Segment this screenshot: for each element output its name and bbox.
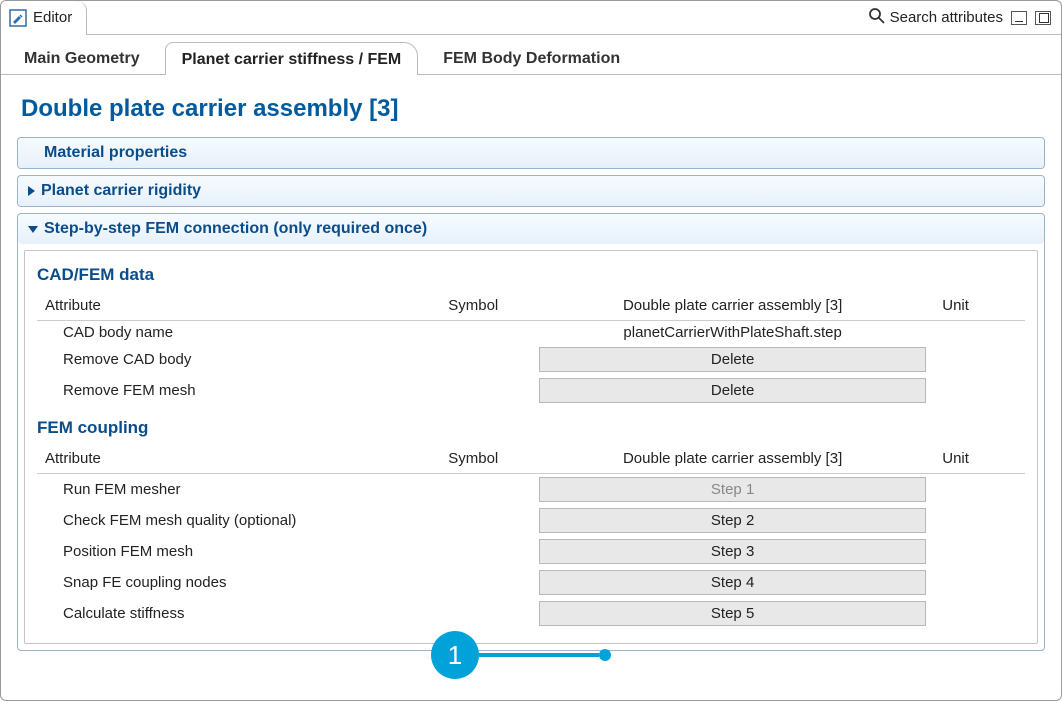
search-placeholder: Search attributes	[890, 9, 1003, 26]
callout-number: 1	[448, 640, 462, 671]
attr-label: Run FEM mesher	[37, 474, 440, 506]
panel-header-material[interactable]: Material properties	[18, 138, 1044, 168]
unit-cell	[934, 505, 1025, 536]
symbol-cell	[440, 321, 531, 345]
unit-cell	[934, 567, 1025, 598]
symbol-cell	[440, 344, 531, 375]
symbol-cell	[440, 375, 531, 406]
table-header-row: Attribute Symbol Double plate carrier as…	[37, 291, 1025, 321]
value-text: planetCarrierWithPlateShaft.step	[531, 321, 934, 345]
editor-window: Editor Search attributes Main Geometry P…	[0, 0, 1062, 701]
unit-cell	[934, 474, 1025, 506]
unit-cell	[934, 375, 1025, 406]
symbol-cell	[440, 567, 531, 598]
col-value: Double plate carrier assembly [3]	[531, 291, 934, 321]
attr-label: Remove FEM mesh	[37, 375, 440, 406]
col-attribute: Attribute	[37, 444, 440, 474]
titlebar-right: Search attributes	[868, 7, 1061, 29]
step1-button[interactable]: Step 1	[539, 477, 926, 502]
step2-button[interactable]: Step 2	[539, 508, 926, 533]
window-title: Editor	[33, 9, 72, 26]
tab-fem-body-deformation[interactable]: FEM Body Deformation	[426, 41, 637, 74]
tab-label: Planet carrier stiffness / FEM	[182, 51, 402, 68]
attr-label: Calculate stiffness	[37, 598, 440, 629]
callout-dot	[599, 649, 611, 661]
unit-cell	[934, 536, 1025, 567]
attr-label: Check FEM mesh quality (optional)	[37, 505, 440, 536]
step4-button[interactable]: Step 4	[539, 570, 926, 595]
tabs-row: Main Geometry Planet carrier stiffness /…	[1, 35, 1061, 75]
delete-cad-button[interactable]: Delete	[539, 347, 926, 372]
symbol-cell	[440, 536, 531, 567]
tab-main-geometry[interactable]: Main Geometry	[7, 41, 157, 74]
delete-fem-mesh-button[interactable]: Delete	[539, 378, 926, 403]
tab-label: Main Geometry	[24, 50, 140, 67]
content-area: Double plate carrier assembly [3] Materi…	[1, 75, 1061, 671]
panel-header-fem-connection[interactable]: Step-by-step FEM connection (only requir…	[18, 214, 1044, 244]
unit-cell	[934, 598, 1025, 629]
table-row: Check FEM mesh quality (optional) Step 2	[37, 505, 1025, 536]
table-header-row: Attribute Symbol Double plate carrier as…	[37, 444, 1025, 474]
table-cad-fem: Attribute Symbol Double plate carrier as…	[37, 291, 1025, 406]
panel-title: Material properties	[44, 144, 187, 162]
table-row: Snap FE coupling nodes Step 4	[37, 567, 1025, 598]
callout-badge: 1	[431, 631, 479, 679]
callout-line	[479, 653, 599, 657]
table-row: Calculate stiffness Step 5	[37, 598, 1025, 629]
attr-label: Remove CAD body	[37, 344, 440, 375]
titlebar: Editor Search attributes	[1, 1, 1061, 35]
step5-button[interactable]: Step 5	[539, 601, 926, 626]
table-row: Remove FEM mesh Delete	[37, 375, 1025, 406]
attr-label: Position FEM mesh	[37, 536, 440, 567]
attr-label: Snap FE coupling nodes	[37, 567, 440, 598]
section-title-fem-coupling: FEM coupling	[37, 418, 1025, 438]
section-title-cad-fem: CAD/FEM data	[37, 265, 1025, 285]
col-unit: Unit	[934, 291, 1025, 321]
callout-annotation: 1	[431, 631, 611, 679]
col-value: Double plate carrier assembly [3]	[531, 444, 934, 474]
panel-header-rigidity[interactable]: Planet carrier rigidity	[18, 176, 1044, 206]
page-title: Double plate carrier assembly [3]	[21, 95, 1041, 123]
symbol-cell	[440, 598, 531, 629]
col-unit: Unit	[934, 444, 1025, 474]
symbol-cell	[440, 505, 531, 536]
minimize-button[interactable]	[1011, 11, 1027, 25]
attr-label: CAD body name	[37, 321, 440, 345]
panel-material-properties: Material properties	[17, 137, 1045, 169]
panel-fem-connection: Step-by-step FEM connection (only requir…	[17, 213, 1045, 651]
table-row: Remove CAD body Delete	[37, 344, 1025, 375]
table-row: CAD body name planetCarrierWithPlateShaf…	[37, 321, 1025, 345]
table-fem-coupling: Attribute Symbol Double plate carrier as…	[37, 444, 1025, 629]
chevron-right-icon	[28, 186, 35, 196]
panel-planet-carrier-rigidity: Planet carrier rigidity	[17, 175, 1045, 207]
table-row: Position FEM mesh Step 3	[37, 536, 1025, 567]
panel-body-fem-connection: CAD/FEM data Attribute Symbol Double pla…	[24, 250, 1038, 644]
col-symbol: Symbol	[440, 291, 531, 321]
panel-title: Planet carrier rigidity	[41, 182, 201, 200]
search-input[interactable]: Search attributes	[868, 7, 1003, 29]
symbol-cell	[440, 474, 531, 506]
col-attribute: Attribute	[37, 291, 440, 321]
maximize-button[interactable]	[1035, 11, 1051, 25]
tab-planet-carrier-stiffness[interactable]: Planet carrier stiffness / FEM	[165, 42, 419, 75]
unit-cell	[934, 344, 1025, 375]
editor-icon	[9, 9, 27, 27]
search-icon	[868, 7, 886, 29]
table-row: Run FEM mesher Step 1	[37, 474, 1025, 506]
col-symbol: Symbol	[440, 444, 531, 474]
panel-title: Step-by-step FEM connection (only requir…	[44, 220, 427, 238]
chevron-down-icon	[28, 226, 38, 233]
step3-button[interactable]: Step 3	[539, 539, 926, 564]
tab-label: FEM Body Deformation	[443, 50, 620, 67]
unit-cell	[934, 321, 1025, 345]
titlebar-tab: Editor	[1, 1, 87, 35]
